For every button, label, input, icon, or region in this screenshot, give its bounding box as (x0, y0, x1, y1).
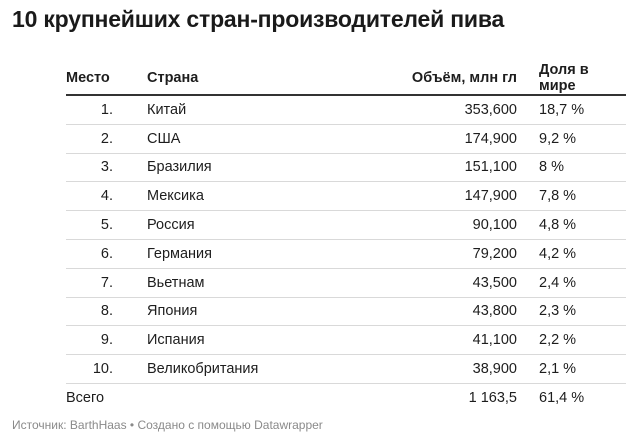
table-row: 5. Россия 90,100 4,8 % (66, 210, 626, 240)
volume-cell: 41,100 (347, 325, 517, 356)
spacer-cell (517, 124, 539, 154)
share-cell: 7,8 % (539, 181, 626, 212)
spacer-cell (517, 268, 539, 298)
table-row: 2. США 174,900 9,2 % (66, 124, 626, 154)
country-cell: Китай (147, 95, 347, 125)
volume-cell: 79,200 (347, 239, 517, 269)
total-share: 61,4 % (539, 389, 585, 406)
volume-cell: 353,600 (347, 95, 517, 125)
share-cell: 2,3 % (539, 297, 626, 327)
table-row: 6. Германия 79,200 4,2 % (66, 239, 626, 269)
spacer-cell (113, 210, 147, 240)
spacer-cell (113, 325, 147, 356)
share-cell: 4,8 % (539, 210, 626, 240)
total-row: Всего 1 163,5 61,4 % (66, 383, 626, 411)
spacer-cell (517, 181, 539, 212)
source-note: Источник: BarthHaas • Создано с помощью … (12, 418, 323, 432)
total-label: Всего (66, 389, 105, 406)
table-body: 1. Китай 353,600 18,7 % 2. США 174,900 9,2 % 3. Б… (66, 95, 626, 412)
table-row: 8. Япония 43,800 2,3 % (66, 297, 626, 327)
country-cell: Германия (147, 239, 347, 269)
country-cell: Вьетнам (147, 268, 347, 298)
spacer-cell (113, 239, 147, 269)
share-cell: 2,1 % (539, 354, 626, 384)
country-cell: Япония (147, 297, 347, 327)
country-cell: Мексика (147, 181, 347, 212)
share-cell: 2,4 % (539, 268, 626, 298)
rank-cell: 9. (66, 325, 113, 356)
country-cell: Испания (147, 325, 347, 356)
spacer-cell (517, 210, 539, 240)
rank-cell: 6. (66, 239, 113, 269)
share-cell: 9,2 % (539, 124, 626, 154)
country-cell: Россия (147, 210, 347, 240)
volume-cell: 43,500 (347, 268, 517, 298)
share-cell: 2,2 % (539, 325, 626, 356)
spacer-cell (113, 354, 147, 384)
spacer-cell (113, 297, 147, 327)
table-row: 10. Великобритания 38,900 2,1 % (66, 354, 626, 384)
spacer-cell (113, 383, 147, 411)
spacer-cell (517, 325, 539, 356)
header-country: Страна (147, 62, 347, 96)
share-cell: 8 % (539, 153, 626, 183)
volume-cell: 151,100 (347, 153, 517, 183)
table-row: 1. Китай 353,600 18,7 % (66, 95, 626, 125)
volume-cell: 38,900 (347, 354, 517, 384)
spacer-cell (517, 297, 539, 327)
volume-cell: 43,800 (347, 297, 517, 327)
header-rank: Место (66, 62, 113, 96)
country-cell: Великобритания (147, 354, 347, 384)
spacer-cell (517, 383, 539, 411)
table-row: 4. Мексика 147,900 7,8 % (66, 181, 626, 212)
table-row: 7. Вьетнам 43,500 2,4 % (66, 268, 626, 298)
spacer-cell (113, 181, 147, 212)
share-cell: 4,2 % (539, 239, 626, 269)
spacer-cell (147, 383, 347, 411)
spacer-cell (113, 95, 147, 125)
spacer-cell (113, 124, 147, 154)
beer-producers-table: Место Страна Объём, млн гл Доля в мире 1… (66, 62, 626, 412)
rank-cell: 7. (66, 268, 113, 298)
rank-cell: 2. (66, 124, 113, 154)
volume-cell: 174,900 (347, 124, 517, 154)
volume-cell: 90,100 (347, 210, 517, 240)
table-row: 3. Бразилия 151,100 8 % (66, 153, 626, 183)
rank-cell: 10. (66, 354, 113, 384)
country-cell: США (147, 124, 347, 154)
rank-cell: 4. (66, 181, 113, 212)
country-cell: Бразилия (147, 153, 347, 183)
volume-cell: 147,900 (347, 181, 517, 212)
spacer-cell (517, 153, 539, 183)
spacer-cell (113, 153, 147, 183)
rank-cell: 1. (66, 95, 113, 125)
spacer-cell (517, 239, 539, 269)
spacer-cell (517, 95, 539, 125)
rank-cell: 5. (66, 210, 113, 240)
page-title: 10 крупнейших стран-производителей пива (12, 6, 505, 32)
rank-cell: 8. (66, 297, 113, 327)
share-cell: 18,7 % (539, 95, 626, 125)
header-volume: Объём, млн гл (347, 62, 517, 96)
spacer-cell (517, 354, 539, 384)
spacer-cell (113, 268, 147, 298)
rank-cell: 3. (66, 153, 113, 183)
total-volume: 1 163,5 (468, 389, 517, 406)
table-header-row: Место Страна Объём, млн гл Доля в мире (66, 62, 626, 96)
table-row: 9. Испания 41,100 2,2 % (66, 325, 626, 356)
header-share: Доля в мире (539, 62, 626, 96)
